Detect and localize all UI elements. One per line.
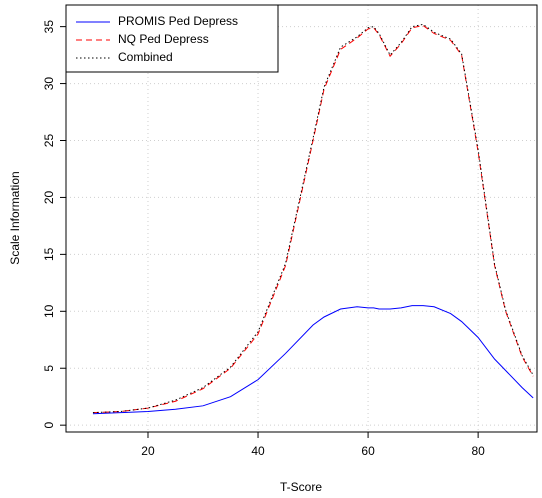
y-tick-label: 25 bbox=[42, 134, 56, 148]
legend-label: PROMIS Ped Depress bbox=[118, 14, 238, 28]
legend-label: NQ Ped Depress bbox=[118, 32, 209, 46]
y-tick-label: 10 bbox=[42, 304, 56, 318]
y-tick-label: 0 bbox=[42, 422, 56, 429]
x-tick-label: 80 bbox=[471, 444, 485, 458]
x-tick-label: 20 bbox=[141, 444, 155, 458]
y-tick-label: 15 bbox=[42, 247, 56, 261]
y-axis-label: Scale Information bbox=[8, 171, 22, 264]
legend-label: Combined bbox=[118, 50, 173, 64]
series-line bbox=[92, 23, 534, 414]
series-line bbox=[92, 305, 534, 415]
series-line bbox=[92, 24, 534, 414]
y-tick-label: 30 bbox=[42, 77, 56, 91]
x-tick-label: 40 bbox=[251, 444, 265, 458]
y-tick-label: 35 bbox=[42, 20, 56, 34]
y-tick-label: 5 bbox=[42, 365, 56, 372]
x-tick-label: 60 bbox=[361, 444, 375, 458]
x-axis-label: T-Score bbox=[280, 480, 322, 494]
y-tick-label: 20 bbox=[42, 190, 56, 204]
plot-frame bbox=[65, 4, 538, 433]
legend-box bbox=[65, 4, 279, 73]
